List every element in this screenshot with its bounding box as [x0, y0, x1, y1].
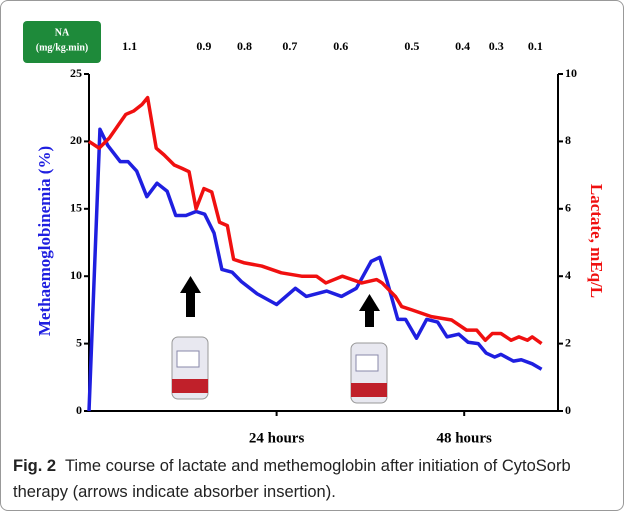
na-value: 0.8: [237, 39, 252, 53]
y2-tick-label: 10: [565, 66, 577, 80]
na-value: 0.7: [282, 39, 297, 53]
x-tick-label: 24 hours: [249, 430, 305, 446]
y-tick-label: 10: [70, 268, 82, 282]
y2-tick-label: 6: [565, 201, 571, 215]
y-tick-label: 0: [76, 403, 82, 417]
na-box: [23, 21, 101, 63]
y2-tick-label: 4: [565, 268, 571, 282]
y-axis-label: Methaemoglobinemia (%): [35, 146, 54, 336]
na-header: NA: [55, 27, 70, 38]
data-line: [88, 95, 543, 346]
y2-tick-label: 8: [565, 133, 571, 147]
caption: Fig. 2 Time course of lactate and methem…: [13, 453, 613, 505]
absorber-icon: [171, 336, 388, 404]
y-tick-label: 20: [70, 133, 82, 147]
na-unit: (mg/kg.min): [36, 42, 89, 53]
na-value: 0.3: [489, 39, 504, 53]
y-tick-label: 5: [76, 335, 82, 349]
na-value: 0.9: [196, 39, 211, 53]
x-tick-label: 48 hours: [436, 430, 492, 446]
arrow: [180, 276, 380, 327]
y2-axis-label: Lactate, mEq/L: [587, 184, 606, 298]
na-value: 0.5: [404, 39, 419, 53]
caption-label: Fig. 2: [13, 457, 57, 475]
chart: NA (mg/kg.min) Methaemoglobinemia (%) La…: [23, 21, 606, 446]
na-value: 0.1: [528, 39, 543, 53]
na-value: 0.6: [333, 39, 348, 53]
y2-tick-label: 0: [565, 403, 571, 417]
caption-text: Time course of lactate and methemoglobin…: [13, 457, 571, 501]
y-tick-label: 25: [70, 66, 82, 80]
na-value: 1.1: [122, 39, 137, 53]
y-tick-label: 15: [70, 201, 82, 215]
na-value: 0.4: [455, 39, 470, 53]
data-line: [87, 127, 543, 412]
y2-tick-label: 2: [565, 335, 571, 349]
